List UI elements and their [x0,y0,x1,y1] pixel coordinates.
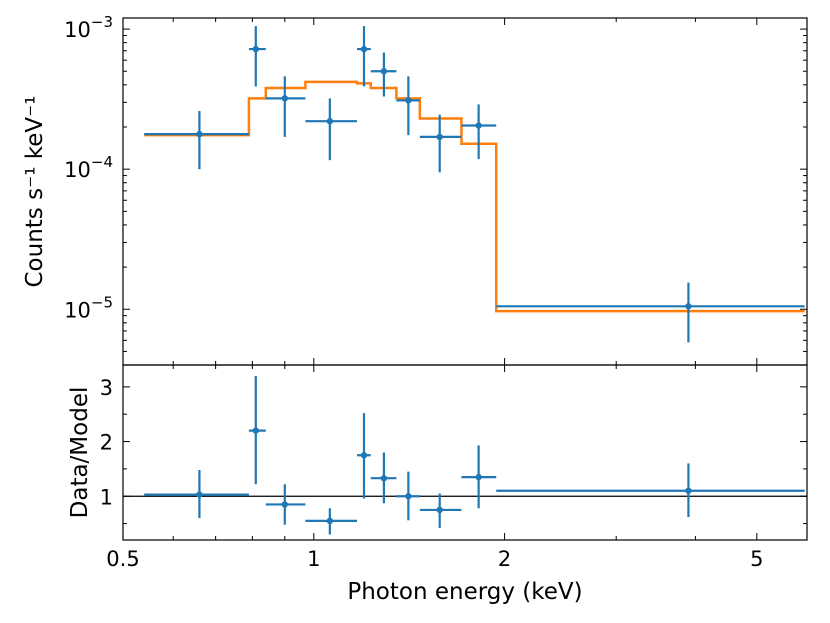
data-point [144,111,249,170]
data-point [305,98,358,161]
ratio-point [144,470,249,519]
data-marker [281,95,288,102]
x-tick-labels: 0.5 1 2 5 [106,547,763,571]
data-point [265,76,306,137]
model-step-line [144,80,805,313]
data-series [144,26,805,343]
data-point [461,104,497,160]
ratio-point [265,484,306,525]
data-marker [380,68,388,75]
data-marker [360,45,368,53]
spectrum-panel: 10−3 10−4 10−5 Counts s⁻¹ keV⁻¹ [22,13,808,366]
data-marker [475,122,482,129]
ratio-ytick-label: 2 [100,431,113,455]
ratio-ytick-label: 3 [100,376,113,400]
data-point [370,52,397,97]
ratio-ytick-label: 1 [100,485,113,509]
spectrum-y-axis-label: Counts s⁻¹ keV⁻¹ [22,96,48,288]
ratio-point [496,463,805,518]
data-marker [326,118,334,125]
ratio-marker [281,501,288,508]
ratio-marker [326,517,334,525]
ratio-marker [380,475,388,482]
ratio-marker [685,487,692,494]
data-marker [436,133,443,141]
ratio-marker [405,493,412,500]
ratio-point [305,508,358,535]
data-point [357,26,371,87]
data-point [419,114,462,173]
data-point [396,76,420,136]
ratio-marker [196,491,203,498]
data-marker [685,303,692,310]
data-point [248,26,266,87]
x-axis-label: Photon energy (keV) [347,579,582,605]
ratio-y-axis-label: Data/Model [67,387,93,519]
xtick-label: 5 [750,547,763,571]
ratio-plot-frame [122,364,808,541]
xtick-label: 1 [307,547,320,571]
ratio-point [461,445,497,509]
ratio-series [144,375,805,535]
ratio-panel: 1 2 3 0.5 1 2 5 Data/Model Photon energy (keV… [67,364,808,605]
ratio-marker [436,506,443,514]
ratio-point [357,413,371,499]
ratio-point [419,493,462,528]
ratio-point [370,452,397,504]
spectrum-ytick-label: 10−4 [64,153,113,182]
spectrum-ytick-label: 10−3 [64,13,113,42]
ratio-axis-ticks [122,365,808,540]
xtick-label: 2 [498,547,511,571]
ratio-point [248,375,266,485]
ratio-marker [252,427,259,434]
ratio-y-tick-labels: 1 2 3 [100,376,113,509]
ratio-marker [475,473,482,481]
data-marker [252,45,259,53]
xtick-label: 0.5 [106,547,139,571]
data-marker [196,130,203,138]
spectrum-ytick-label: 10−5 [64,293,113,322]
data-marker [405,97,412,104]
spectrum-plot-frame [122,17,808,366]
spectrum-axis-ticks [122,18,808,366]
ratio-marker [360,452,368,459]
spectrum-y-tick-labels: 10−3 10−4 10−5 [64,13,113,322]
model-series [144,80,805,313]
ratio-point [396,471,420,521]
data-point [496,282,805,343]
